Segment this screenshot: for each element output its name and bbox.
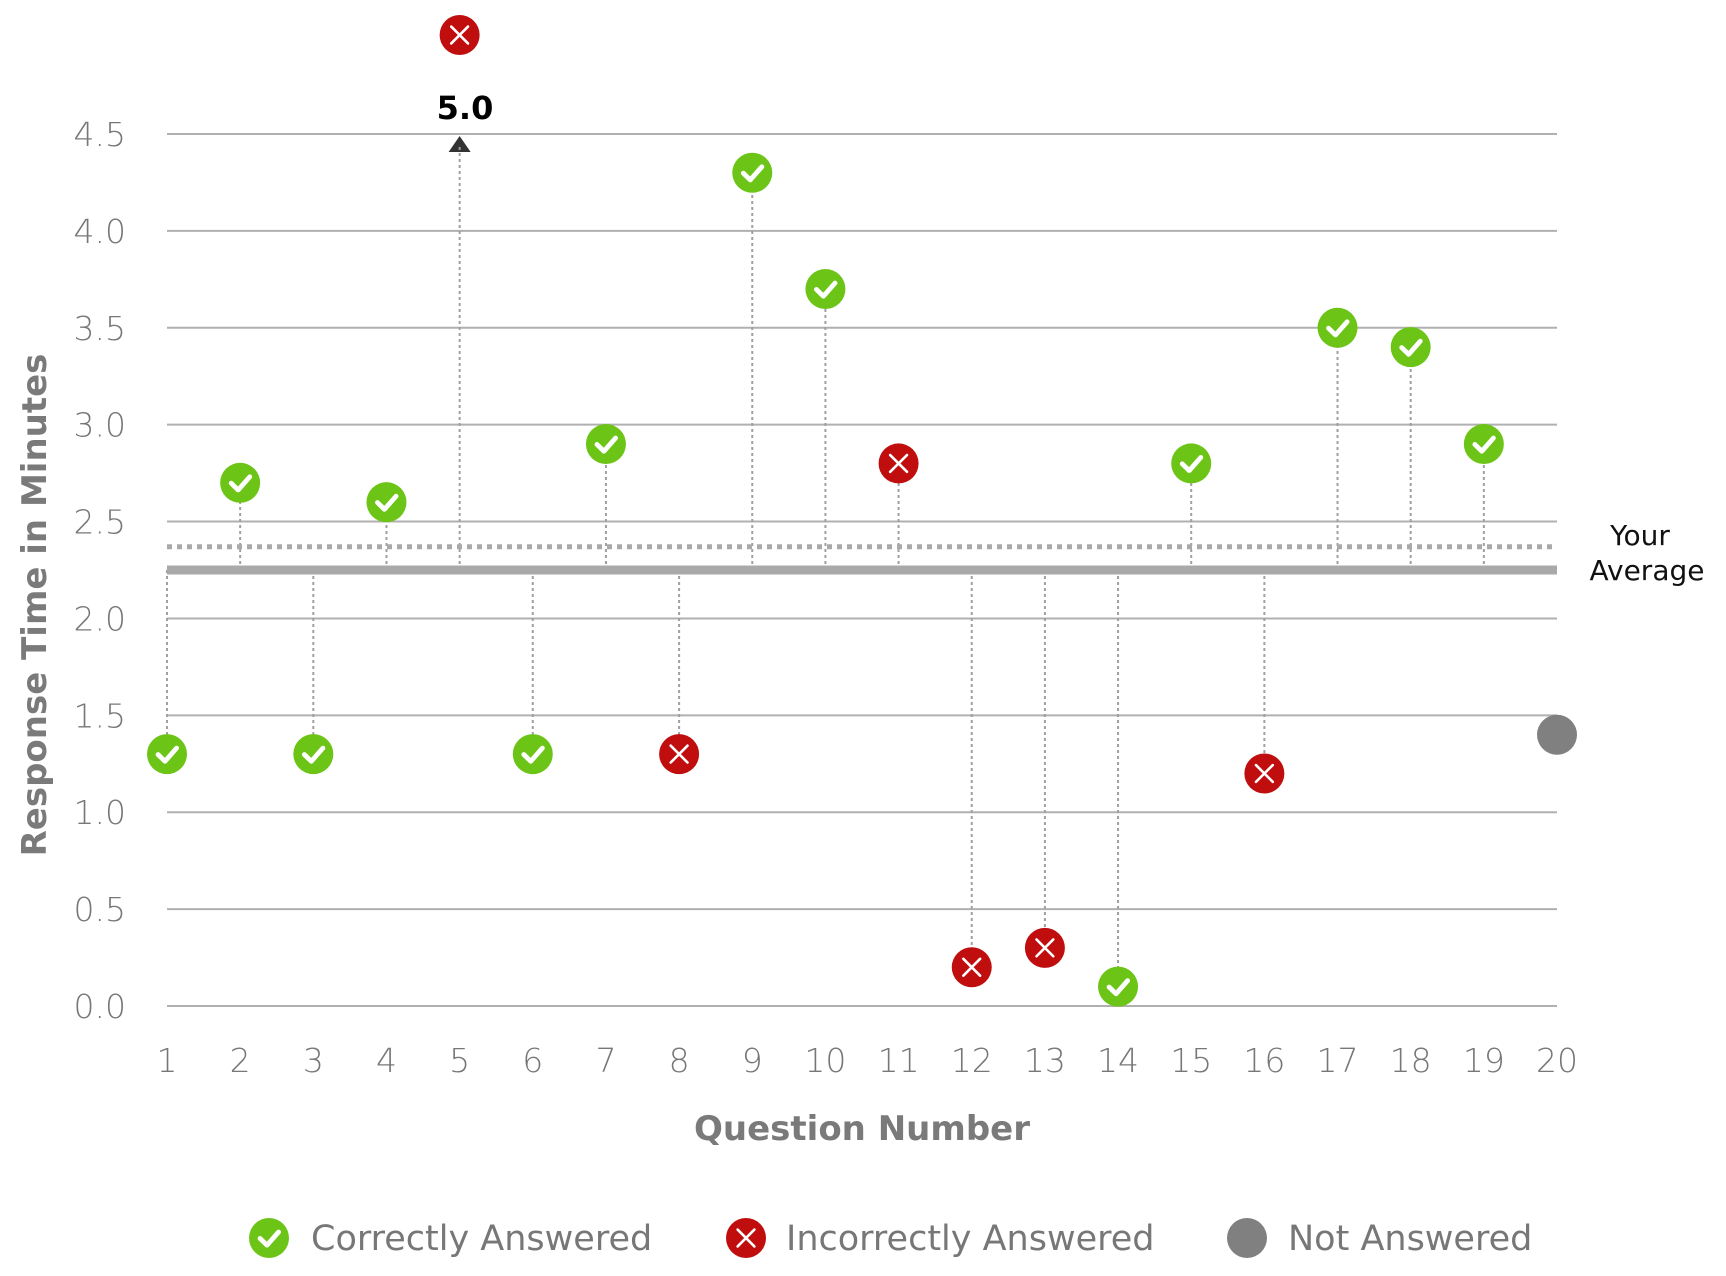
x-tick-label: 11	[878, 1041, 920, 1080]
correct-answer-point	[1390, 327, 1431, 368]
average-label-line-2: Average	[1590, 554, 1705, 587]
outlier-value-label: 5.0	[437, 89, 494, 127]
data-points	[147, 15, 1577, 1007]
correct-answer-point	[805, 269, 846, 310]
correct-answer-point	[1463, 424, 1504, 465]
correct-answer-point	[1171, 443, 1212, 484]
incorrect-answer-point	[439, 15, 480, 55]
x-tick-label: 6	[522, 1041, 543, 1080]
y-axis-title: Response Time in Minutes	[15, 354, 55, 857]
correct-answer-point	[220, 462, 261, 503]
incorrect-answer-point	[1024, 927, 1065, 968]
incorrect-answer-point	[659, 734, 700, 775]
y-tick-label: 2.0	[74, 599, 126, 638]
y-tick-label: 0.5	[74, 890, 126, 929]
incorrect-answer-point	[951, 947, 992, 988]
x-tick-label: 17	[1317, 1041, 1359, 1080]
correct-answer-point	[147, 734, 187, 775]
gridlines	[167, 133, 1557, 1007]
x-tick-label: 19	[1463, 1041, 1505, 1080]
x-tick-label: 8	[669, 1041, 690, 1080]
y-tick-label: 1.5	[74, 696, 126, 735]
x-tick-label: 18	[1390, 1041, 1432, 1080]
legend-label-incorrect: Incorrectly Answered	[786, 1219, 1155, 1259]
x-tick-label: 13	[1024, 1041, 1066, 1080]
correct-answer-point	[293, 734, 334, 775]
correct-answer-point	[732, 152, 773, 193]
incorrect-answer-point	[1244, 753, 1285, 794]
y-tick-label: 3.0	[74, 406, 126, 445]
legend-cross-icon	[726, 1218, 766, 1258]
x-tick-label: 10	[804, 1041, 846, 1080]
legend-label-not-answered: Not Answered	[1288, 1219, 1532, 1259]
x-tick-label: 20	[1536, 1041, 1578, 1080]
overflow-arrow	[448, 136, 471, 152]
incorrect-answer-point	[878, 443, 919, 484]
cross-icon	[726, 1218, 766, 1258]
x-tick-label: 16	[1243, 1041, 1285, 1080]
legend-check-icon	[249, 1218, 289, 1258]
correct-answer-point	[1098, 966, 1139, 1007]
x-tick-label: 14	[1097, 1041, 1139, 1080]
y-tick-label: 2.5	[74, 503, 126, 542]
legend-label-correct: Correctly Answered	[311, 1219, 652, 1259]
correct-answer-point	[1317, 307, 1358, 348]
x-tick-label: 7	[595, 1041, 616, 1080]
x-tick-label: 4	[376, 1041, 397, 1080]
x-tick-label: 15	[1170, 1041, 1212, 1080]
correct-answer-point	[366, 482, 407, 523]
average-label-line-1: Your	[1609, 519, 1670, 552]
y-tick-label: 0.0	[74, 987, 126, 1026]
y-tick-label: 4.0	[74, 212, 126, 251]
x-tick-label: 5	[449, 1041, 470, 1080]
check-icon	[249, 1218, 289, 1258]
legend: Correctly Answered Incorrectly Answered …	[249, 1218, 1532, 1259]
x-tick-label: 1	[157, 1041, 178, 1080]
x-tick-label: 2	[230, 1041, 251, 1080]
y-tick-label: 1.0	[74, 793, 126, 832]
y-tick-label: 3.5	[74, 309, 126, 348]
x-tick-label: 12	[951, 1041, 993, 1080]
y-axis-ticks: 0.0 0.5 1.0 1.5 2.0 2.5 3.0 3.5 4.0 4.5	[74, 115, 126, 1026]
y-tick-label: 4.5	[74, 115, 126, 154]
correct-answer-point	[512, 734, 553, 775]
drop-lines	[166, 136, 1485, 987]
legend-dot-icon	[1227, 1218, 1267, 1258]
correct-answer-point	[585, 424, 626, 465]
x-tick-label: 9	[742, 1041, 763, 1080]
dot-icon	[1227, 1218, 1267, 1258]
x-tick-label: 3	[303, 1041, 324, 1080]
not-answered-point	[1537, 714, 1577, 755]
x-axis-ticks: 1 2 3 4 5 6 7 8 9 10 11 12 13 14 15 16 17 18 19 20	[157, 1041, 1579, 1080]
x-axis-title: Question Number	[694, 1109, 1030, 1149]
reference-lines	[167, 544, 1557, 575]
